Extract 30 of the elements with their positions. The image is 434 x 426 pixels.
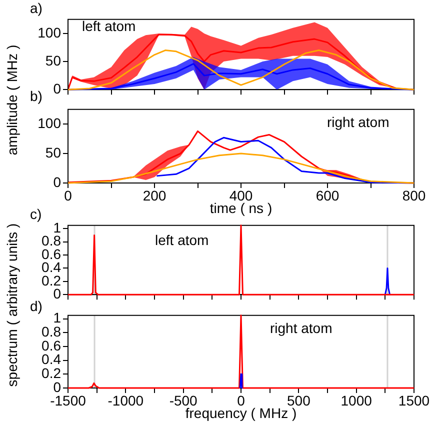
y-tick-label: 0.4 bbox=[42, 351, 62, 368]
annotation: right atom bbox=[327, 114, 390, 130]
x-tick-label: -1500 bbox=[50, 392, 86, 408]
chart-title: d) bbox=[30, 298, 42, 314]
x-tick-label: 1500 bbox=[398, 392, 430, 408]
y-tick-label: 50 bbox=[45, 52, 62, 68]
annotation: left atom bbox=[155, 232, 209, 248]
y-tick-label: 0 bbox=[53, 174, 62, 190]
annotation: right atom bbox=[270, 320, 332, 336]
chart-title: b) bbox=[30, 88, 42, 104]
y-tick-label: 0.2 bbox=[42, 365, 62, 382]
y-tick-label: 100 bbox=[38, 24, 62, 40]
y-tick-label: 0 bbox=[53, 378, 62, 395]
x-tick-label: 0 bbox=[64, 187, 72, 204]
x-tick-label: 800 bbox=[402, 187, 426, 204]
x-tick-label: 600 bbox=[316, 187, 340, 204]
x-tick-label: 1000 bbox=[340, 392, 372, 408]
x-tick-label: -1000 bbox=[108, 392, 144, 408]
y-axis-title: spectrum ( arbitrary units ) bbox=[4, 223, 20, 387]
x-tick-label: 200 bbox=[142, 187, 166, 204]
chart-title: a) bbox=[30, 0, 42, 16]
y-tick-label: 0 bbox=[53, 80, 62, 96]
y-tick-label: 50 bbox=[45, 144, 62, 160]
y-tick-label: 0.8 bbox=[42, 324, 62, 340]
y-tick-label: 100 bbox=[38, 114, 62, 131]
annotation: left atom bbox=[82, 18, 136, 34]
y-tick-label: 0.6 bbox=[42, 337, 62, 354]
y-axis-title: amplitude ( MHz ) bbox=[4, 44, 20, 156]
y-tick-label: 1 bbox=[53, 310, 62, 326]
chart-title: c) bbox=[30, 206, 42, 222]
